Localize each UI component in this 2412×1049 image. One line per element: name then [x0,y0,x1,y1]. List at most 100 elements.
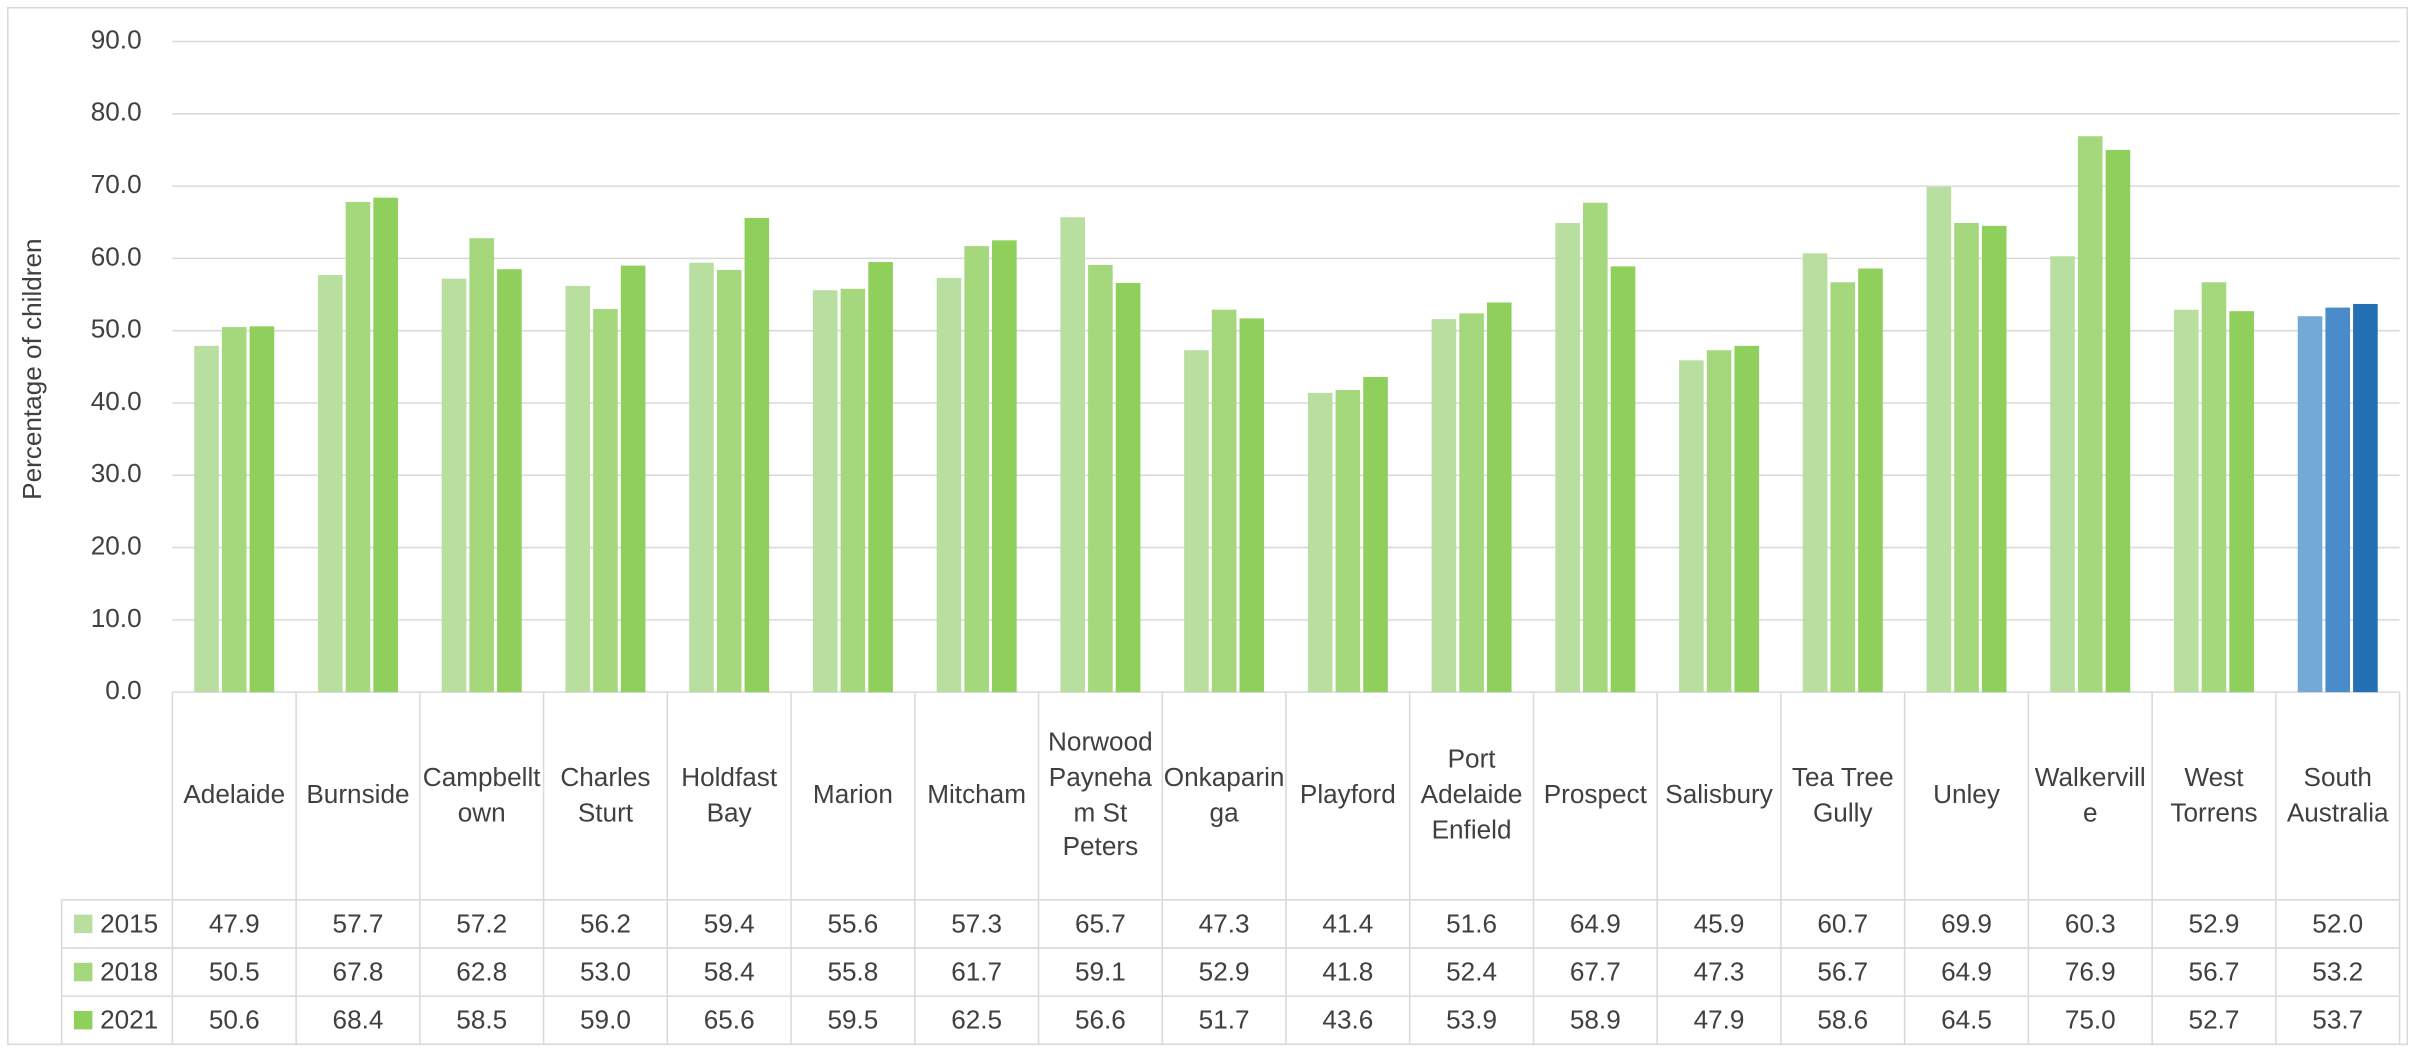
bar [1802,253,1828,693]
data-label: 65.7 [1075,908,1126,938]
bar [1431,319,1457,693]
bar [2050,256,2075,693]
y-tick-label: 50.0 [91,314,142,344]
y-tick-label: 10.0 [91,603,142,633]
data-label: 56.6 [1075,1005,1126,1035]
bar [620,265,646,693]
x-tick-label: Norwood Payneham St Peters [1048,726,1153,863]
y-tick-label: 80.0 [91,97,142,127]
bar [221,327,247,693]
bar [1954,222,1979,693]
bar [2105,149,2131,693]
y-tick-label: 40.0 [91,386,142,416]
bar [1184,350,1209,693]
data-label: 59.4 [704,908,755,938]
data-label: 67.7 [1570,956,1621,986]
x-tick-label: Holdfast Bay [681,762,778,827]
x-tick-label: South Australia [2286,762,2389,827]
bar [469,238,495,693]
bar [1115,282,1141,693]
category-cell: Norwood Payneham St Peters [1048,726,1153,863]
x-tick-label: Unley [1933,779,2000,810]
data-label: 43.6 [1322,1005,1373,1035]
data-label: 67.8 [333,956,384,986]
bar [1555,222,1580,693]
bar [689,262,714,693]
data-label: 59.5 [827,1005,878,1035]
data-label: 45.9 [1694,908,1745,938]
x-tick-label: Walkerville [2034,762,2146,827]
bar [1459,313,1484,693]
bar [1239,318,1265,693]
data-label: 53.9 [1446,1005,1497,1035]
bar [593,309,618,693]
bar [1981,225,2007,693]
data-label: 52.9 [2189,908,2240,938]
data-label: 50.5 [209,956,260,986]
x-tick-label: West Torrens [2170,762,2258,827]
y-tick-label: 90.0 [91,24,142,54]
data-label: 58.5 [456,1005,507,1035]
bar [1088,264,1113,693]
data-label: 64.9 [1570,908,1621,938]
category-cell: Unley [1933,779,2000,810]
category-cell: Campbelltown [423,762,541,827]
bar [1211,309,1237,693]
bar [373,197,398,693]
legend-label: 2018 [100,956,158,986]
bar [2297,316,2323,693]
x-tick-label: Adelaide [183,779,286,810]
data-label: 53.2 [2312,956,2363,986]
data-label: 51.7 [1199,1005,1250,1035]
bar [1926,186,1952,693]
x-tick-label: Port Adelaide Enfield [1420,744,1523,845]
bar [1363,376,1388,693]
category-cell: Marion [812,779,893,810]
bar [1830,282,1856,693]
y-tick-label: 60.0 [91,241,142,271]
category-cell: Walkerville [2034,762,2146,827]
data-label: 53.7 [2312,1005,2363,1035]
bar [936,277,962,693]
bar [317,275,343,693]
category-cell: South Australia [2286,762,2389,827]
data-label: 47.9 [1694,1005,1745,1035]
data-label: 57.7 [333,908,384,938]
data-label: 56.2 [580,908,631,938]
data-label: 41.4 [1322,908,1373,938]
data-label: 57.2 [456,908,507,938]
x-tick-label: Onkaparinga [1163,762,1285,827]
bar [2353,303,2378,693]
data-label: 58.6 [1817,1005,1868,1035]
legend-label: 2021 [100,1005,158,1035]
data-label: 62.8 [456,956,507,986]
data-label: 41.8 [1322,956,1373,986]
bar [1706,350,1732,693]
data-label: 58.4 [704,956,755,986]
bar [345,202,371,693]
x-tick-label: Playford [1299,779,1396,810]
data-label: 64.9 [1941,956,1992,986]
bar [1335,389,1361,693]
data-label: 51.6 [1446,908,1497,938]
bar [716,269,742,693]
bar [2325,307,2351,693]
data-label: 58.9 [1570,1005,1621,1035]
bar [1060,217,1086,693]
bar [194,345,219,693]
category-cell: Burnside [306,780,409,809]
category-cell: Adelaide [183,779,286,810]
data-label: 52.9 [1199,956,1250,986]
data-label: 53.0 [580,956,631,986]
data-label: 47.3 [1199,908,1250,938]
data-label: 52.7 [2189,1005,2240,1035]
category-cell: Prospect [1544,780,1647,809]
bar [964,246,989,693]
data-label: 55.6 [827,908,878,938]
y-axis-title: Percentage of children [17,238,47,499]
y-tick-label: 0.0 [105,675,141,705]
x-tick-label: Marion [812,779,893,810]
bar [565,285,591,693]
data-label: 60.7 [1817,908,1868,938]
